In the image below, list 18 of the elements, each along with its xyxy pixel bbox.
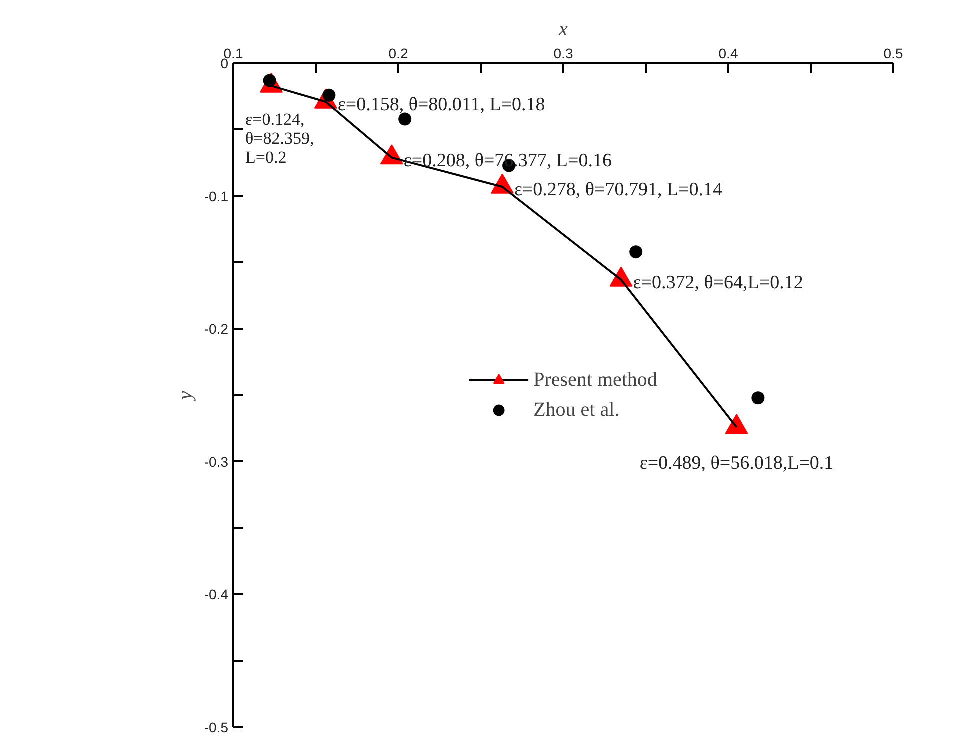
y-tick-label: -0.3	[204, 454, 229, 470]
annotation: ε=0.372, θ=64,L=0.12	[633, 272, 804, 294]
y-tick-label: -0.4	[204, 586, 229, 603]
legend-label: Present method	[534, 368, 658, 392]
y-tick-label: -0.1	[204, 188, 229, 204]
annotation: ε=0.489, θ=56.018,L=0.1	[640, 452, 834, 474]
y-axis-title: y	[174, 390, 196, 402]
annotation: ε=0.124, θ=82.359, L=0.2	[246, 110, 314, 168]
x-tick-label: 0.4	[718, 46, 738, 62]
x-tick-label: 0.5	[884, 46, 904, 62]
annotation: ε=0.278, θ=70.791, L=0.14	[514, 180, 724, 201]
x-axis-title: x	[558, 18, 568, 40]
annotation: ε=0.158, θ=80.011, L=0.18	[338, 94, 546, 116]
y-tick-label: -0.5	[204, 720, 229, 736]
x-tick-label: 0.2	[388, 46, 408, 62]
y-tick-label: -0.2	[204, 321, 229, 338]
x-tick-label: 0.3	[554, 46, 574, 62]
legend-label: Zhou et al.	[534, 398, 620, 422]
